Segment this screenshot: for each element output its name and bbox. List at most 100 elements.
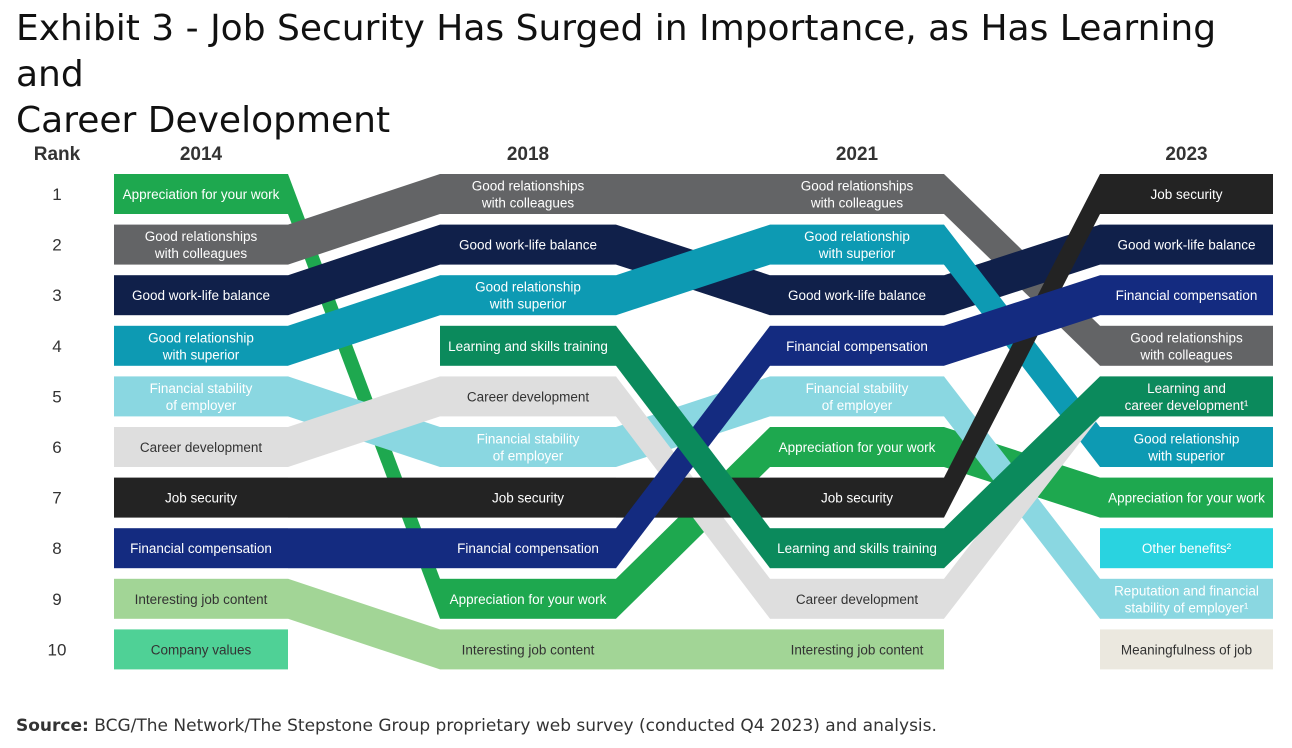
- label-learning-2021: Learning and skills training: [777, 541, 937, 556]
- year-header-2023: 2023: [1165, 144, 1207, 165]
- series-bands: [114, 174, 1273, 670]
- box-compensation-2021: [770, 325, 944, 366]
- label-compensation-2018: Financial compensation: [457, 541, 599, 556]
- label-compensation-2023: Financial compensation: [1116, 288, 1258, 303]
- label-worklife-2021: Good work-life balance: [788, 288, 926, 303]
- box-jobcontent-2014: [114, 578, 288, 619]
- label-values-2014: Company values: [151, 642, 252, 657]
- box-stability-2014: [114, 376, 288, 417]
- connector-jobcontent-2014-2018: [288, 578, 440, 670]
- rank-label-8: 8: [52, 539, 61, 558]
- label-superior-2014: Good relationship with superior: [148, 330, 254, 362]
- connector-relationships-2014-2018: [288, 174, 440, 265]
- rank-label-7: 7: [52, 489, 61, 508]
- box-stability-2023: [1100, 578, 1273, 619]
- series-meaningful: [1100, 629, 1273, 670]
- source-text: BCG/The Network/The Stepstone Group prop…: [88, 716, 937, 736]
- series-jobcontent: [114, 578, 944, 670]
- rank-label-2: 2: [52, 236, 61, 255]
- box-superior-2018: [440, 275, 616, 316]
- rank-header: Rank: [34, 144, 81, 165]
- label-worklife-2018: Good work-life balance: [459, 238, 597, 253]
- source-label: Source:: [16, 716, 89, 736]
- connector-worklife-2014-2018: [288, 224, 440, 316]
- label-career-2018: Career development: [467, 389, 590, 404]
- box-worklife-2023: [1100, 224, 1273, 265]
- box-jobcontent-2021: [770, 629, 944, 670]
- connector-superior-2018-2021: [616, 224, 770, 316]
- label-relationships-2014: Good relationships with colleagues: [145, 229, 258, 261]
- label-appreciation-2023: Appreciation for your work: [1108, 491, 1265, 506]
- label-otherbenefits-2023: Other benefits²: [1142, 541, 1232, 556]
- label-career-2014: Career development: [140, 440, 263, 455]
- box-stability-2021: [770, 376, 944, 417]
- label-stability-2014: Financial stability of employer: [150, 381, 253, 413]
- connector-jobcontent-2018-2021: [616, 629, 770, 670]
- box-compensation-2014: [114, 528, 288, 569]
- rank-label-3: 3: [52, 286, 61, 305]
- label-jobsecurity-2021: Job security: [821, 491, 893, 506]
- box-career-2018: [440, 376, 616, 417]
- rank-label-1: 1: [52, 185, 61, 204]
- box-relationships-2018: [440, 174, 616, 214]
- label-superior-2021: Good relationship with superior: [804, 229, 910, 261]
- box-appreciation-2021: [770, 427, 944, 467]
- label-stability-2023: Reputation and financial stability of emp…: [1114, 583, 1259, 615]
- chart-title: Exhibit 3 - Job Security Has Surged in I…: [16, 6, 1276, 144]
- label-compensation-2021: Financial compensation: [786, 339, 928, 354]
- box-appreciation-2014: [114, 174, 288, 214]
- box-superior-2014: [114, 325, 288, 366]
- rank-label-4: 4: [52, 337, 61, 356]
- label-appreciation-2014: Appreciation for your work: [123, 187, 280, 202]
- connector-relationships-2018-2021: [616, 174, 770, 214]
- series-labels: Appreciation for your work Appreciation f…: [123, 179, 1266, 658]
- connector-compensation-2021-2023: [944, 275, 1100, 366]
- label-jobsecurity-2014: Job security: [165, 491, 237, 506]
- connector-career-2014-2018: [288, 376, 440, 467]
- box-appreciation-2018: [440, 578, 616, 619]
- box-relationships-2021: [770, 174, 944, 214]
- rank-label-10: 10: [48, 640, 67, 659]
- label-superior-2023: Good relationship with superior: [1134, 432, 1240, 464]
- box-compensation-2018: [440, 528, 616, 569]
- source-note: Source: BCG/The Network/The Stepstone Gr…: [16, 716, 937, 736]
- label-stability-2021: Financial stability of employer: [806, 381, 909, 413]
- chart-title-line-1: Exhibit 3 - Job Security Has Surged in I…: [16, 8, 1217, 95]
- box-stability-2018: [440, 427, 616, 467]
- connector-compensation-2014-2018: [288, 528, 440, 569]
- connector-jobsecurity-2021-2023: [944, 174, 1100, 518]
- label-relationships-2018: Good relationships with colleagues: [472, 179, 585, 211]
- label-relationships-2023: Good relationships with colleagues: [1130, 330, 1243, 362]
- box-career-2014: [114, 427, 288, 467]
- label-jobcontent-2014: Interesting job content: [135, 592, 268, 607]
- label-relationships-2021: Good relationships with colleagues: [801, 179, 914, 211]
- label-worklife-2014: Good work-life balance: [132, 288, 270, 303]
- box-jobsecurity-2014: [114, 477, 288, 518]
- bump-chart: Rank 2014 2018 2021 2023 1 2 3 4 5 6 7 8 9 10 Appreciat…: [34, 144, 1273, 670]
- box-superior-2021: [770, 224, 944, 265]
- label-appreciation-2018: Appreciation for your work: [450, 592, 607, 607]
- connector-learning-2018-2021: [616, 325, 770, 569]
- series-learning: [440, 325, 1273, 569]
- box-jobcontent-2018: [440, 629, 616, 670]
- box-jobsecurity-2021: [770, 477, 944, 518]
- box-relationships-2014: [114, 224, 288, 265]
- box-appreciation-2023: [1100, 477, 1273, 518]
- box-worklife-2018: [440, 224, 616, 265]
- box-learning-2023: [1100, 376, 1273, 417]
- label-career-2021: Career development: [796, 592, 919, 607]
- label-superior-2018: Good relationship with superior: [475, 280, 581, 312]
- rank-label-5: 5: [52, 387, 61, 406]
- label-jobcontent-2021: Interesting job content: [791, 642, 924, 657]
- series-values: [114, 629, 288, 670]
- rank-label-6: 6: [52, 438, 61, 457]
- connector-appreciation-2018-2021: [616, 427, 770, 619]
- label-jobsecurity-2023: Job security: [1150, 187, 1222, 202]
- year-header-2014: 2014: [180, 144, 223, 165]
- connector-superior-2014-2018: [288, 275, 440, 366]
- box-superior-2023: [1100, 427, 1273, 467]
- label-worklife-2023: Good work-life balance: [1117, 238, 1255, 253]
- label-career-2023: Learning and career development¹: [1125, 381, 1249, 413]
- label-learning-2023: Learning and career development¹: [1125, 381, 1249, 413]
- box-meaningful-2023: [1100, 629, 1273, 670]
